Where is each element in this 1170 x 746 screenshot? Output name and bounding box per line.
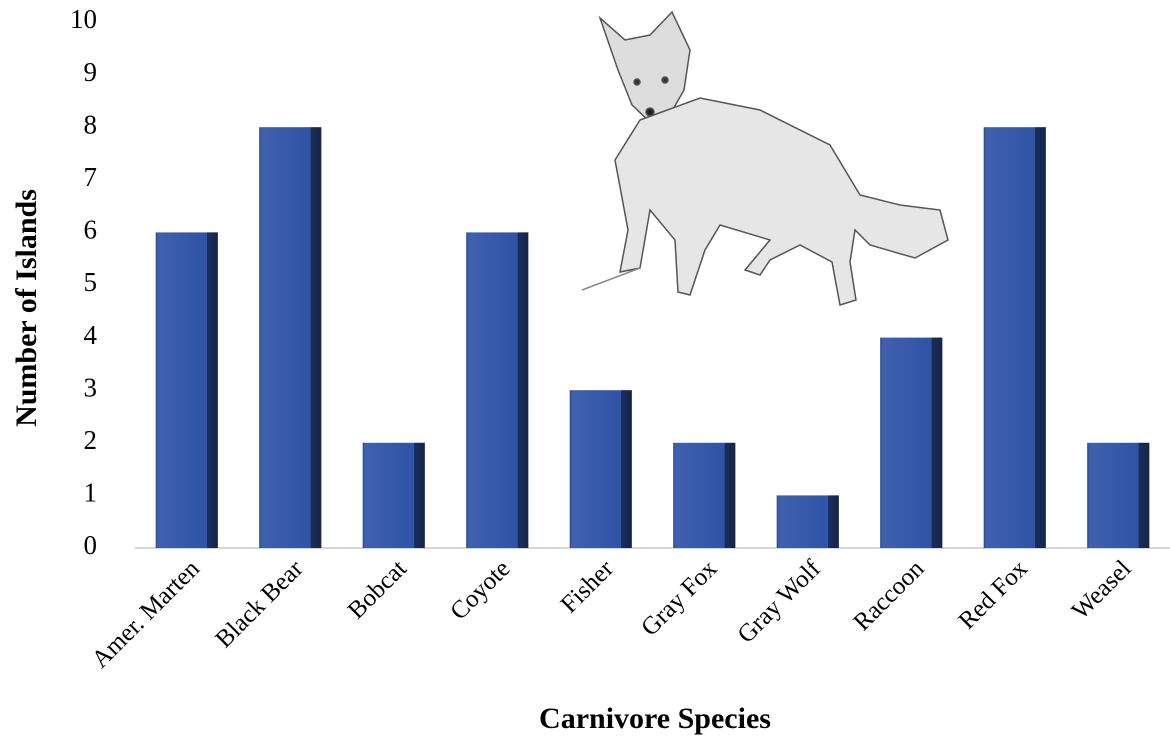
x-tick-label: Red Fox: [953, 555, 1033, 635]
bar: [570, 390, 632, 548]
x-tick-label: Black Bear: [210, 555, 309, 654]
y-tick-label: 3: [84, 372, 98, 402]
y-axis-title: Number of Islands: [10, 189, 43, 427]
bar: [777, 495, 839, 548]
bar: [363, 443, 425, 548]
x-tick-label: Amer. Marten: [87, 555, 206, 674]
bar: [984, 127, 1046, 548]
y-tick-label: 6: [84, 215, 98, 245]
y-tick-label: 1: [84, 478, 98, 508]
y-tick-label: 8: [84, 109, 98, 139]
y-tick-label: 10: [70, 4, 97, 34]
y-tick-label: 0: [84, 530, 98, 560]
y-tick-label: 2: [84, 425, 98, 455]
chart: Number of Islands Carnivore Species 0 1 2 3…: [0, 0, 1170, 746]
y-tick-label: 7: [84, 162, 98, 192]
bar: [673, 443, 735, 548]
bar: [466, 232, 528, 548]
x-tick-label: Gray Fox: [636, 555, 723, 642]
fox-illustration: [582, 12, 948, 305]
y-tick-label: 4: [84, 320, 98, 350]
bar: [259, 127, 321, 548]
x-tick-label: Weasel: [1067, 555, 1137, 625]
x-tick-label: Coyote: [445, 555, 515, 625]
bar: [156, 232, 218, 548]
y-tick-label: 9: [84, 57, 98, 87]
y-tick-label: 5: [84, 267, 98, 297]
x-tick-label: Bobcat: [343, 555, 412, 624]
page: {"chart_data": {"type": "bar", "x_label"…: [0, 0, 1170, 746]
x-axis-title: Carnivore Species: [539, 702, 771, 735]
x-tick-label: Raccoon: [849, 555, 930, 636]
x-tick-label: Fisher: [556, 555, 620, 619]
bar: [1087, 443, 1149, 548]
x-tick-label: Gray Wolf: [733, 555, 827, 649]
bar: [880, 338, 942, 548]
